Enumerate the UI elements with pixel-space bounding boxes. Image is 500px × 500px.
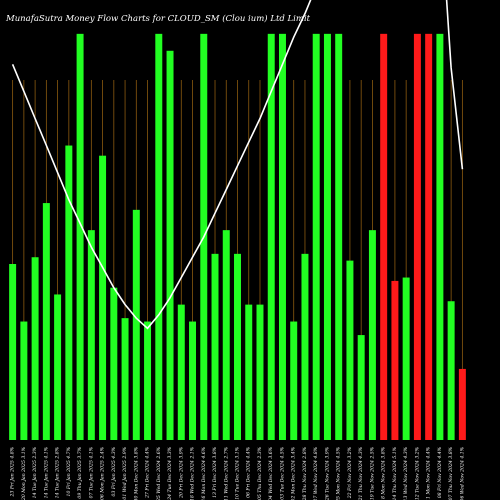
x-tick-label: 01 Wed Jan 2025 2.9%: [122, 446, 128, 499]
bar: [99, 155, 107, 440]
bar: [413, 33, 421, 440]
bar: [121, 318, 129, 440]
bar: [54, 294, 62, 440]
bar: [346, 260, 354, 440]
bar: [425, 33, 433, 440]
x-tick-label: 25 Wed Dec 2024 2.6%: [156, 446, 162, 500]
x-tick-label: 10 Tue Dec 2024 3.1%: [235, 446, 241, 499]
x-tick-label: 06 Fri Dec 2024 4.4%: [246, 446, 252, 498]
x-tick-label: 30 Mon Dec 2024 3.8%: [133, 446, 139, 500]
bar: [155, 33, 163, 440]
bars: [9, 33, 466, 441]
bar: [278, 33, 286, 440]
bar: [110, 287, 118, 440]
trend-line: [11, 0, 464, 330]
x-tick-label: 08 Fri Nov 2024 4.4%: [437, 446, 443, 498]
bar: [9, 264, 17, 440]
bar: [312, 33, 320, 440]
x-tick-label: 25 Mon Nov 2024 4.5%: [336, 446, 342, 500]
bar: [144, 321, 152, 440]
bar: [323, 33, 331, 440]
x-tick-label: 14 Thu Nov 2024 5.1%: [392, 446, 398, 500]
x-tick-label: 09 Thu Jan 2025 3.7%: [77, 446, 83, 498]
bar: [458, 368, 466, 440]
x-tick-label: 27 Fri Dec 2024 4.4%: [145, 446, 151, 499]
x-tick-label: 18 Wed Dec 2024 2.1%: [190, 446, 196, 500]
x-tick-label: 06 Wed Nov 2024 4.1%: [459, 446, 465, 500]
bar: [436, 33, 444, 440]
x-tick-label: 03 Tue Dec 2024 4.5%: [279, 446, 285, 499]
x-tick-label: 07 Thu Nov 2024 3.8%: [448, 446, 454, 500]
bar: [368, 230, 376, 440]
x-tick-label: 14 Tue Jan 2025 2.3%: [32, 446, 38, 498]
x-tick-label: 21 Thu Nov 2024 4.3%: [358, 446, 364, 500]
bar: [301, 253, 309, 440]
x-tick-label: 14 Tue Jan 2025 4.1%: [43, 446, 49, 498]
bar: [391, 280, 399, 440]
bar: [267, 33, 275, 440]
bar: [256, 304, 264, 440]
bar: [31, 257, 39, 440]
bar: [222, 230, 230, 440]
bar: [76, 33, 84, 440]
bar: [335, 33, 343, 440]
bar: [20, 321, 28, 440]
x-tick-label: 20 Fri Dec 2024 3.9%: [178, 446, 184, 499]
x-tick-label: 26 Tue Nov 2024 3.9%: [324, 446, 330, 500]
x-tick-label: 27 Wed Nov 2024 4.8%: [313, 446, 319, 500]
x-tick-label: 13 Wed Nov 2024 4.3%: [403, 446, 409, 500]
bar: [132, 209, 140, 440]
bar: [42, 203, 50, 440]
x-tick-label: 03 Fri Jan 2025 4.3%: [111, 446, 117, 496]
x-tick-label: 22 Fri Nov 2024 3.2%: [347, 446, 353, 499]
x-tick-label: 06 Mon Jan 2025 2.4%: [100, 446, 106, 500]
bar: [65, 145, 73, 441]
x-tick-label: 12 Tue Nov 2024 3.2%: [414, 446, 420, 500]
x-tick-labels: 23 Fri Jan 2025 4.8% 20 Mon Jan 2025 3.1%…: [10, 446, 466, 500]
chart-title: MunafaSutra Money Flow Charts for CLOUD_…: [5, 13, 311, 24]
x-tick-label: 18 Mon Nov 2024 3.8%: [381, 446, 387, 500]
bar: [211, 253, 219, 440]
bar: [166, 50, 174, 441]
x-tick-label: 20 Mon Jan 2025 3.1%: [21, 446, 27, 500]
x-tick-label: 23 Fri Jan 2025 4.8%: [10, 446, 16, 497]
x-tick-label: 07 Tue Jan 2025 4.1%: [88, 446, 94, 498]
x-tick-label: 04 Wed Dec 2024 3.6%: [268, 446, 274, 500]
x-tick-label: 13 Fri Dec 2024 3.8%: [212, 446, 218, 498]
bar: [290, 321, 298, 440]
bar: [402, 277, 410, 440]
x-tick-label: 14 Tue Jan 2025 2.8%: [55, 446, 61, 498]
bar: [447, 301, 455, 440]
x-tick-label: 10 Fri Jan 2025 4.7%: [66, 446, 72, 496]
bar: [380, 33, 388, 440]
x-tick-label: 02 Mon Dec 2024 3.4%: [291, 446, 297, 500]
x-tick-label: 16 Mon Dec 2024 4.6%: [201, 446, 207, 500]
x-tick-label: 11 Mon Nov 2024 4.4%: [426, 446, 432, 500]
x-tick-label: 24 Tue Dec 2024 3.3%: [167, 446, 173, 500]
bar: [189, 321, 197, 440]
bar: [245, 304, 253, 440]
bar: [234, 253, 241, 440]
bar: [357, 335, 365, 440]
x-tick-label: 05 Thu Dec 2024 2.3%: [257, 446, 263, 500]
x-tick-label: 28 Thu Nov 2024 2.8%: [302, 446, 308, 500]
x-tick-label: 11 Wed Dec 2024 2.7%: [223, 446, 229, 500]
x-tick-label: 19 Tue Nov 2024 2.5%: [369, 446, 375, 500]
bar: [177, 304, 185, 440]
bar: [87, 230, 95, 440]
